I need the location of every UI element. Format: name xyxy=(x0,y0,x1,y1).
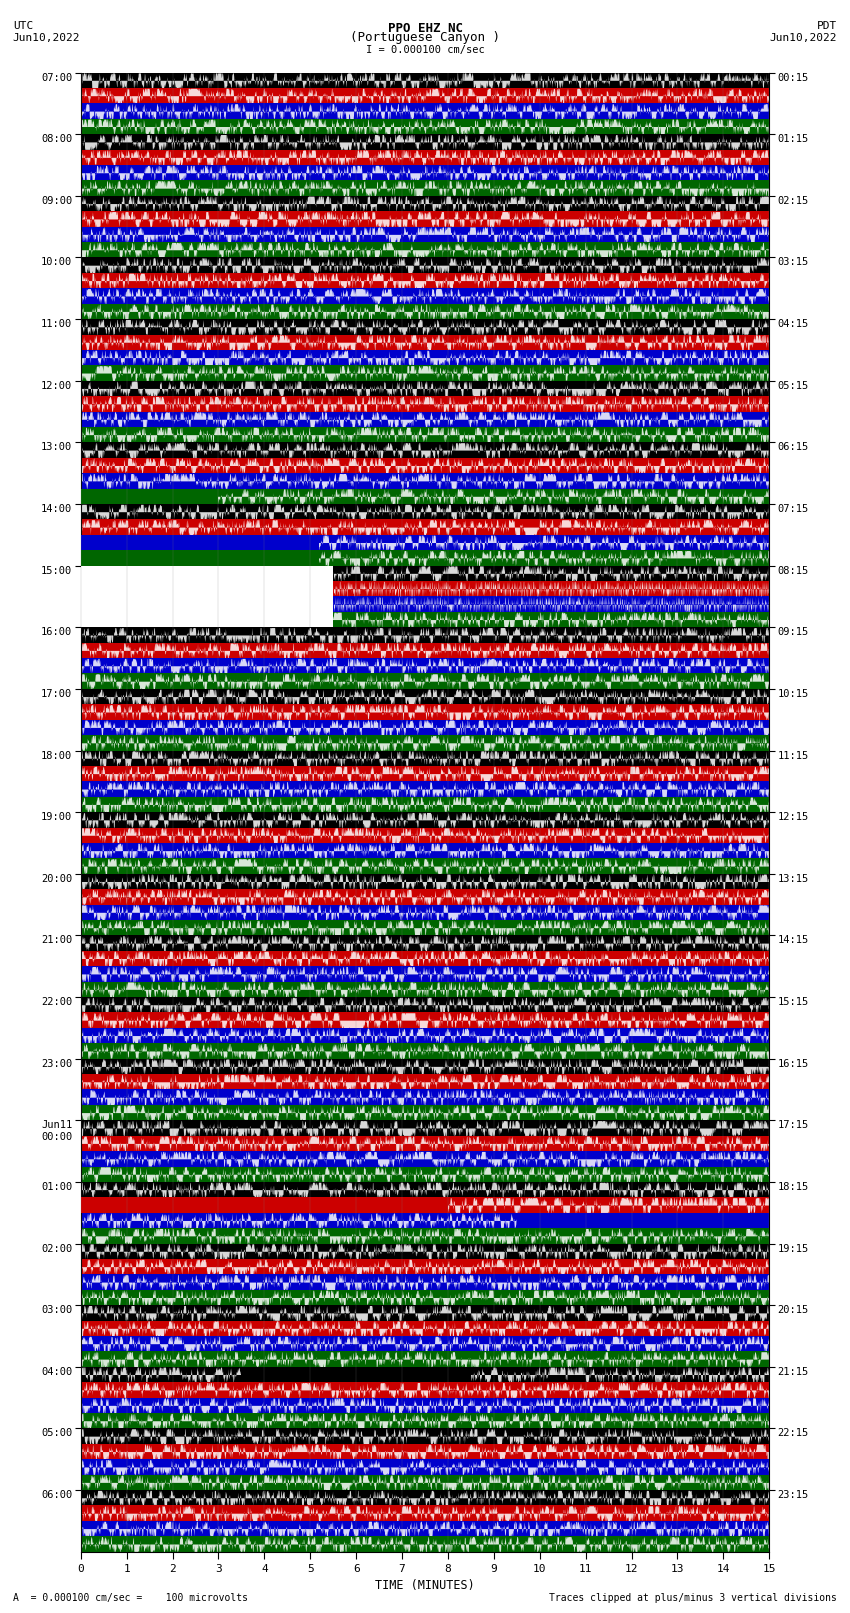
Text: Traces clipped at plus/minus 3 vertical divisions: Traces clipped at plus/minus 3 vertical … xyxy=(549,1594,837,1603)
Text: A  = 0.000100 cm/sec =    100 microvolts: A = 0.000100 cm/sec = 100 microvolts xyxy=(13,1594,247,1603)
Text: PPO EHZ NC: PPO EHZ NC xyxy=(388,21,462,35)
Text: (Portuguese Canyon ): (Portuguese Canyon ) xyxy=(350,31,500,44)
X-axis label: TIME (MINUTES): TIME (MINUTES) xyxy=(375,1579,475,1592)
Text: PDT
Jun10,2022: PDT Jun10,2022 xyxy=(770,21,837,44)
Text: I = 0.000100 cm/sec: I = 0.000100 cm/sec xyxy=(366,45,484,55)
Text: UTC
Jun10,2022: UTC Jun10,2022 xyxy=(13,21,80,44)
